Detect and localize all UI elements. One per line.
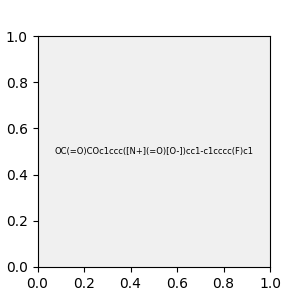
- Text: OC(=O)COc1ccc([N+](=O)[O-])cc1-c1cccc(F)c1: OC(=O)COc1ccc([N+](=O)[O-])cc1-c1cccc(F)…: [54, 147, 253, 156]
